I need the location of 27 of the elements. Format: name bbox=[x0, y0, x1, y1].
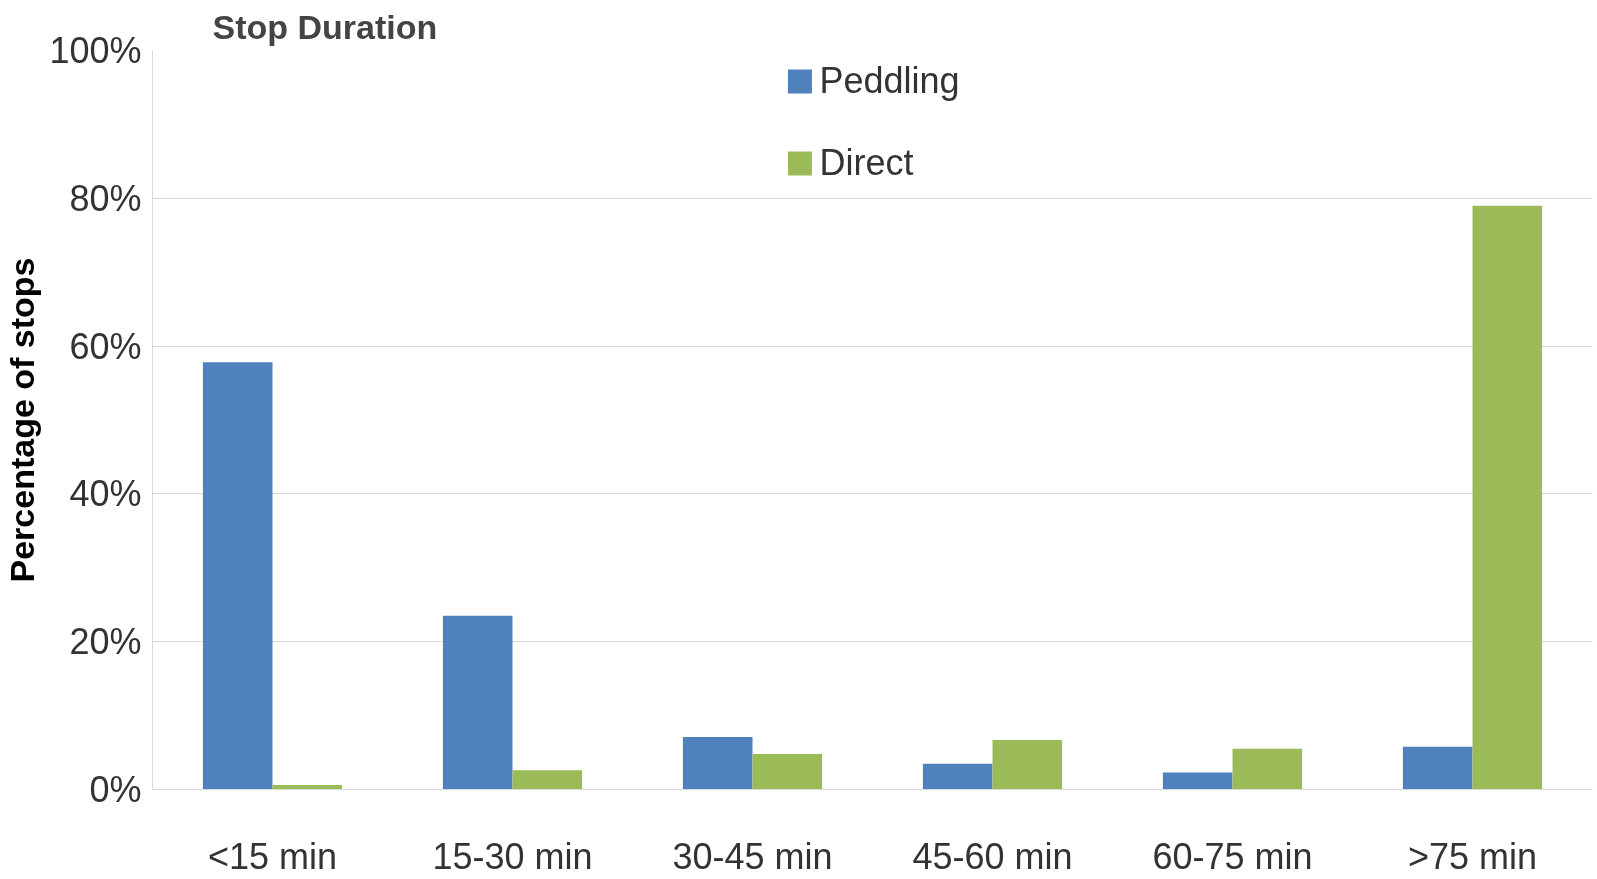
x-tick-label: 15-30 min bbox=[432, 835, 593, 877]
x-tick-label: 30-45 min bbox=[672, 835, 833, 877]
chart-title: Stop Duration bbox=[212, 7, 438, 46]
legend-label: Direct bbox=[819, 142, 914, 184]
bar bbox=[1402, 746, 1473, 790]
bar bbox=[922, 763, 993, 790]
x-tick-label: <15 min bbox=[207, 835, 338, 877]
bar bbox=[202, 362, 273, 790]
bar bbox=[682, 737, 753, 790]
y-tick-label: 80% bbox=[69, 177, 142, 219]
bar bbox=[1162, 772, 1233, 790]
y-tick-label: 40% bbox=[69, 473, 142, 515]
bar bbox=[752, 754, 823, 790]
y-tick-label: 100% bbox=[49, 30, 142, 71]
x-tick-label: >75 min bbox=[1407, 835, 1538, 877]
legend-label: Peddling bbox=[819, 60, 960, 102]
x-tick-label: 60-75 min bbox=[1152, 835, 1313, 877]
x-tick-label: 45-60 min bbox=[912, 835, 1073, 877]
bar bbox=[512, 770, 583, 790]
bar bbox=[1232, 748, 1303, 790]
bar bbox=[992, 739, 1063, 790]
bar bbox=[1472, 205, 1543, 790]
y-axis-title: Percentage of stops bbox=[3, 257, 42, 583]
bar bbox=[442, 615, 513, 790]
y-tick-label: 60% bbox=[69, 325, 142, 367]
y-tick-label: 0% bbox=[89, 769, 142, 810]
y-tick-label: 20% bbox=[69, 621, 142, 663]
